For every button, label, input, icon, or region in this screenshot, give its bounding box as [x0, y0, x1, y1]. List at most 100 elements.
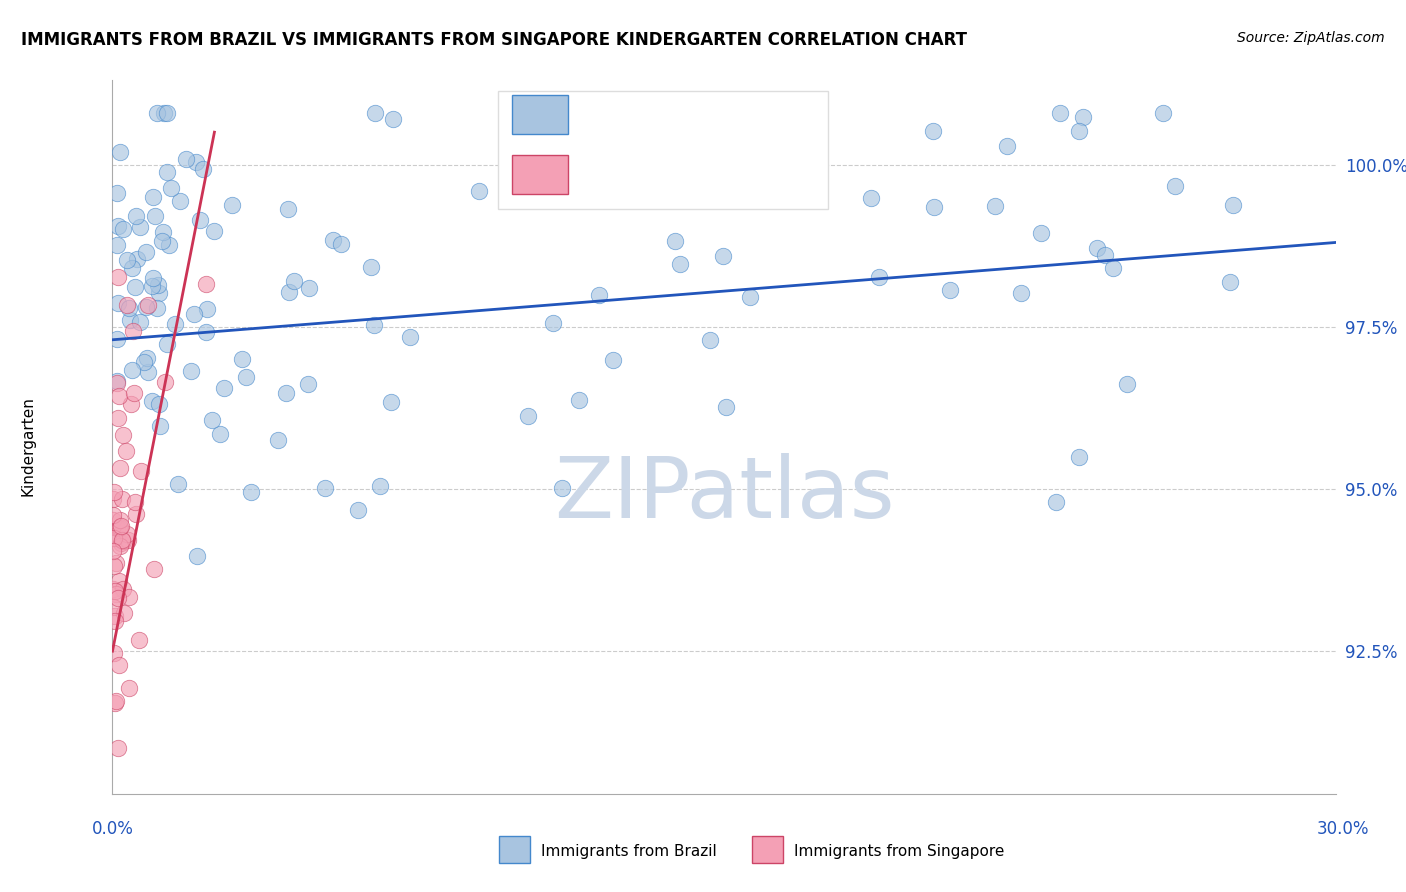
Point	[115, 298, 138, 312]
Point	[797, 178, 820, 193]
Point	[110, 519, 132, 533]
Text: R = 0.581   N =  57: R = 0.581 N = 57	[586, 166, 762, 184]
Point	[111, 491, 134, 506]
Point	[1164, 179, 1187, 194]
Point	[602, 353, 624, 368]
Point	[322, 233, 344, 247]
Point	[124, 280, 146, 294]
Point	[142, 562, 165, 576]
Bar	[498, 91, 828, 209]
Point	[142, 189, 165, 203]
Point	[167, 477, 190, 491]
Point	[314, 481, 336, 495]
Point	[105, 376, 128, 391]
Point	[104, 696, 127, 710]
Point	[145, 301, 167, 315]
Text: Immigrants from Brazil: Immigrants from Brazil	[541, 845, 717, 859]
Point	[128, 633, 150, 648]
Point	[347, 502, 370, 516]
Point	[156, 165, 179, 179]
Point	[118, 301, 141, 316]
Point	[146, 277, 169, 292]
Point	[194, 277, 217, 291]
Point	[135, 351, 157, 366]
Point	[104, 556, 127, 570]
Point	[124, 494, 146, 508]
Point	[180, 364, 202, 378]
Point	[135, 245, 157, 260]
Point	[105, 530, 128, 544]
Point	[193, 161, 215, 176]
Point	[108, 539, 131, 553]
Point	[112, 582, 135, 596]
Point	[121, 260, 143, 275]
Point	[714, 171, 737, 186]
Point	[108, 657, 131, 672]
Point	[380, 394, 402, 409]
Point	[112, 534, 135, 549]
Point	[922, 123, 945, 137]
Point	[669, 257, 692, 271]
Point	[120, 313, 142, 327]
Point	[939, 283, 962, 297]
Point	[111, 221, 134, 235]
Point	[104, 587, 127, 601]
Point	[103, 647, 125, 661]
Point	[221, 198, 243, 212]
Point	[235, 370, 257, 384]
Point	[103, 599, 125, 614]
Text: R = 0.122   N = 120: R = 0.122 N = 120	[586, 105, 768, 123]
Text: ZIPatlas: ZIPatlas	[554, 452, 894, 536]
Point	[699, 333, 721, 347]
Point	[188, 213, 211, 227]
Point	[152, 105, 174, 120]
Point	[121, 363, 143, 377]
Point	[543, 316, 565, 330]
Point	[103, 582, 125, 596]
Point	[125, 507, 148, 521]
Text: Kindergarten: Kindergarten	[21, 396, 35, 496]
Point	[208, 427, 231, 442]
Point	[868, 270, 890, 285]
Point	[277, 202, 299, 216]
Point	[148, 397, 170, 411]
Point	[115, 527, 138, 541]
Point	[135, 300, 157, 314]
Point	[995, 138, 1018, 153]
Point	[152, 225, 174, 239]
Point	[156, 105, 179, 120]
Point	[676, 156, 699, 170]
Text: Immigrants from Singapore: Immigrants from Singapore	[794, 845, 1005, 859]
Point	[859, 192, 882, 206]
Point	[118, 591, 141, 605]
Point	[111, 428, 134, 442]
Point	[1069, 123, 1091, 137]
Point	[103, 491, 125, 506]
Point	[150, 234, 173, 248]
Point	[107, 238, 129, 252]
Point	[122, 386, 145, 401]
Point	[128, 315, 150, 329]
Point	[145, 105, 167, 120]
Point	[239, 484, 262, 499]
Point	[568, 392, 591, 407]
Point	[399, 330, 422, 344]
Point	[103, 558, 125, 573]
Point	[108, 574, 131, 589]
Point	[194, 325, 217, 339]
Point	[202, 224, 225, 238]
Point	[129, 464, 152, 478]
Point	[468, 184, 491, 198]
Point	[381, 112, 404, 126]
Point	[136, 365, 159, 379]
Point	[105, 332, 128, 346]
Point	[105, 186, 128, 200]
Point	[778, 156, 800, 170]
Point	[110, 520, 132, 534]
Point	[103, 513, 125, 527]
Point	[115, 443, 138, 458]
Point	[551, 481, 574, 495]
Point	[360, 260, 382, 275]
Point	[108, 145, 131, 159]
Point	[122, 324, 145, 338]
